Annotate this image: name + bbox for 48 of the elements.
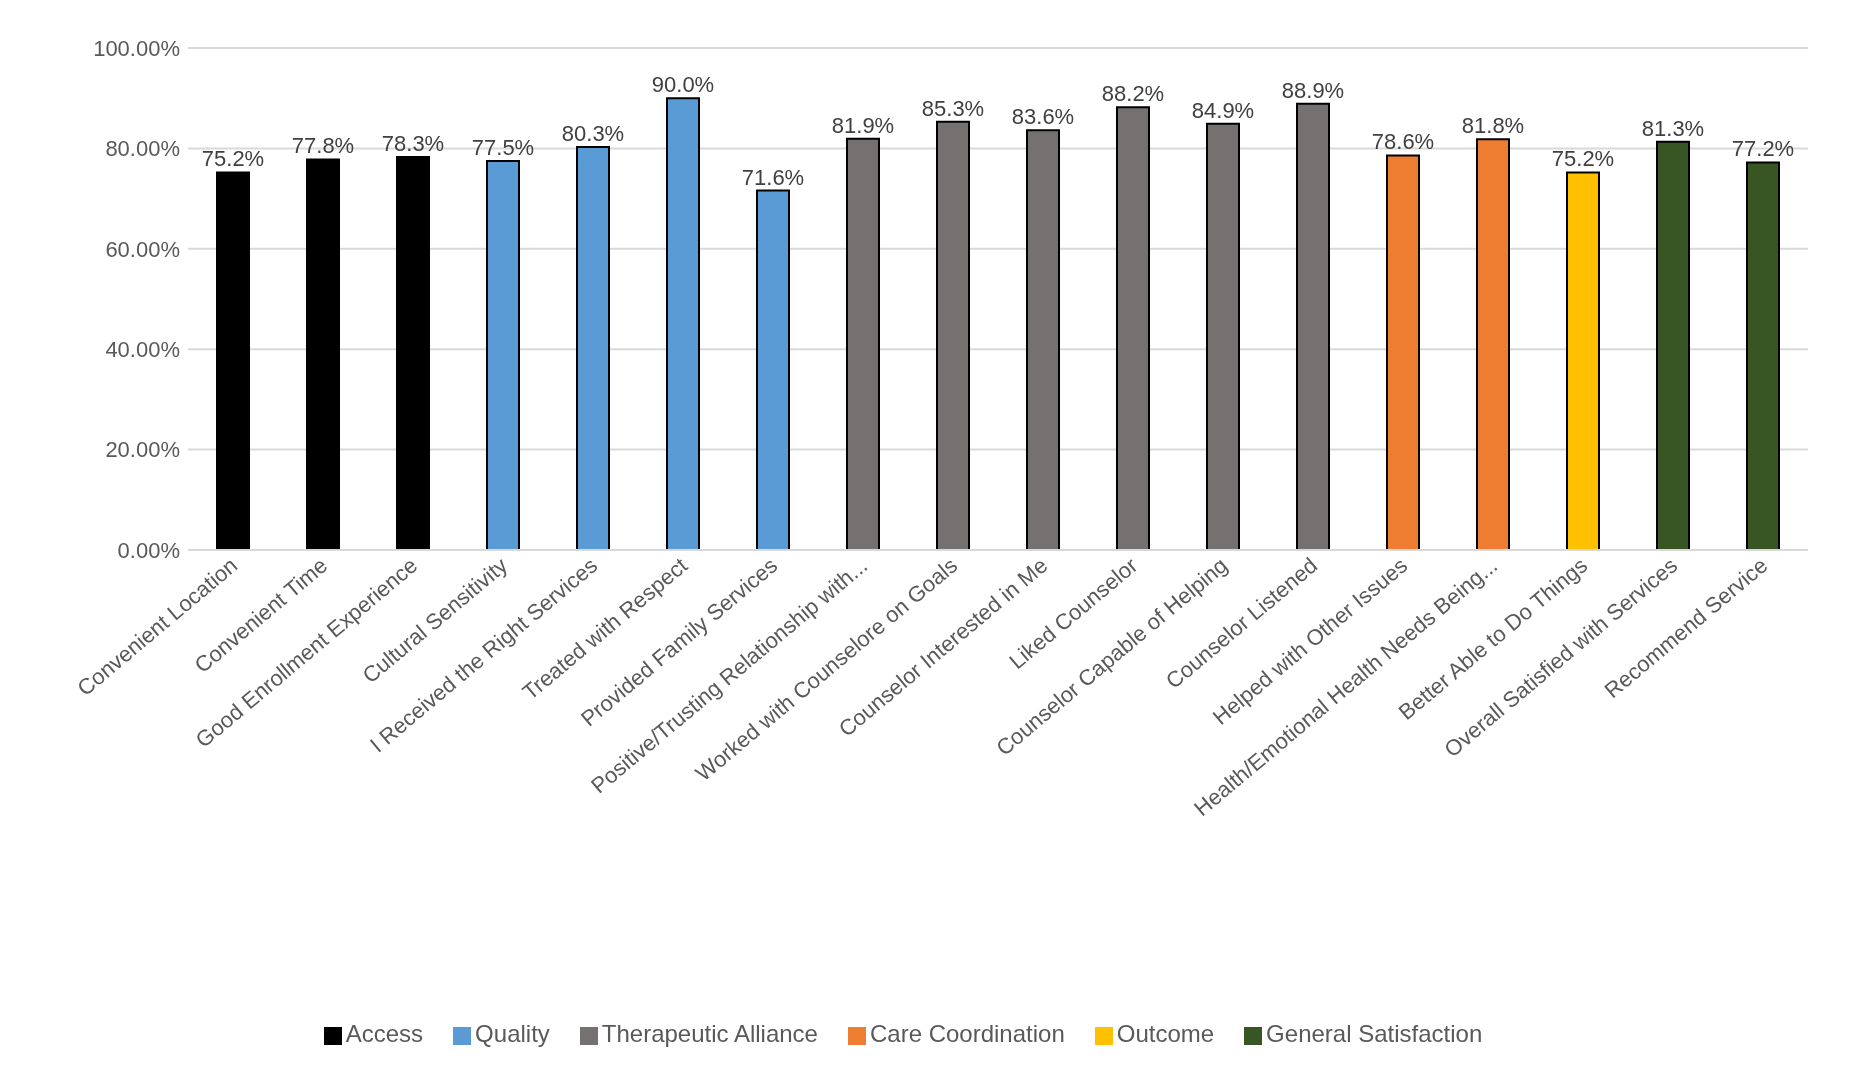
bar — [396, 155, 430, 550]
bar — [1386, 154, 1420, 550]
legend-label: Outcome — [1116, 1020, 1215, 1047]
bar — [1656, 140, 1690, 550]
text: 78.3% — [381, 130, 445, 156]
bar — [846, 137, 880, 550]
bar — [576, 145, 610, 550]
text: 81.9% — [831, 112, 895, 138]
bar — [1746, 161, 1780, 550]
text: 78.6% — [1371, 129, 1435, 155]
y-tick-label: 0.00% — [117, 537, 180, 563]
legend-label: Care Coordination — [869, 1020, 1065, 1047]
text: 75.2% — [201, 146, 265, 172]
text: 88.2% — [1101, 81, 1165, 107]
bar — [756, 189, 790, 550]
y-tick-label: 80.00% — [105, 136, 180, 162]
text: 71.6% — [741, 164, 805, 190]
text: 77.2% — [1731, 136, 1795, 162]
text: 88.9% — [1281, 77, 1345, 103]
bar — [1566, 171, 1600, 550]
bar — [936, 120, 970, 550]
bar — [1206, 122, 1240, 550]
bar — [1296, 102, 1330, 550]
bar — [486, 159, 520, 550]
text: 81.3% — [1641, 115, 1705, 141]
text: 85.3% — [921, 95, 985, 121]
text: 75.2% — [1551, 146, 1615, 172]
text: 77.5% — [471, 134, 535, 160]
text: 90.0% — [651, 72, 715, 98]
bar — [306, 158, 340, 550]
text: 77.8% — [291, 133, 355, 159]
y-tick-label: 100.00% — [93, 35, 180, 61]
legend-label: General Satisfaction — [1266, 1020, 1483, 1047]
legend-label: Quality — [475, 1020, 550, 1047]
text: 83.6% — [1011, 104, 1075, 130]
bar — [216, 171, 250, 550]
legend-label: Access — [345, 1020, 424, 1047]
y-tick-label: 20.00% — [105, 437, 180, 463]
text: 81.8% — [1461, 113, 1525, 139]
legend-label: Therapeutic Alliance — [601, 1020, 818, 1047]
bar — [1116, 106, 1150, 550]
bar — [1026, 129, 1060, 550]
bar — [666, 97, 700, 550]
y-tick-label: 40.00% — [105, 337, 180, 363]
bar — [1476, 138, 1510, 550]
text: 80.3% — [561, 120, 625, 146]
y-tick-label: 60.00% — [105, 236, 180, 262]
text: 84.9% — [1191, 97, 1255, 123]
